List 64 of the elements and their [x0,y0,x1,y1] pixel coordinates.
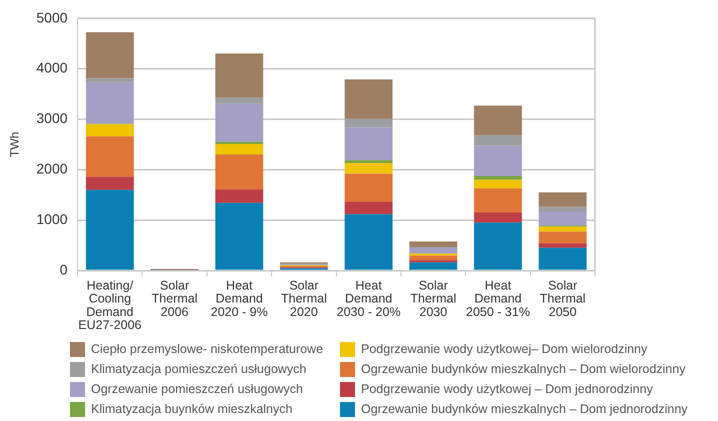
bar [86,124,134,136]
bar [215,154,264,190]
legend-label: Podgrzewanie wody użytkowej – Dom jednorodzinny [361,382,653,396]
legend-label: Klimatyzacja buynków mieszkalnych [91,402,292,416]
y-tick-label: 1000 [36,210,68,227]
bar [86,190,134,270]
bar [409,262,458,270]
bar [86,82,134,124]
bar [409,256,458,260]
legend-label: Podgrzewanie wody użytkowej– Dom wielorodzinny [361,342,648,356]
y-tick-label: 4000 [36,60,68,76]
bar [474,176,522,180]
x-tick-label: Heat Demand 2030 - 20% [336,278,401,319]
bar [344,174,393,202]
legend-label: Ogrzewanie budynków mieszkalnych – Dom wielorodzinny [361,362,686,376]
y-axis-title: TWh [8,132,22,158]
bar [474,222,522,270]
bar [215,202,264,270]
bar [86,78,134,82]
bar [86,32,134,78]
legend-label: Ciepło przemyslowe- niskotemperaturowe [91,342,324,356]
bar [344,214,393,270]
bar [538,192,587,207]
x-tick-label: Solar Thermal 2020 [281,278,327,319]
bar [474,180,522,188]
bar [344,118,393,128]
bar [344,79,393,119]
legend-label: Klimatyzacja pomieszczeń usługowych [91,362,306,376]
bar [538,212,587,226]
bar [538,232,587,244]
bar [474,212,522,223]
bar [474,135,522,146]
bar [344,202,393,214]
bar [538,248,587,270]
bar [538,226,587,232]
y-tick-label: 3000 [36,110,68,126]
bar [215,98,264,104]
bar [344,127,393,160]
x-tick-label: Heat Demand 2020 - 9% [210,278,268,319]
bar [409,242,458,248]
bar [538,206,587,212]
bar [215,53,264,98]
legend-label: Ogrzewanie budynków mieszkalnych – Dom jednorodzinny [361,402,688,416]
y-tick-label: 0 [60,261,68,278]
x-tick-label: Solar Thermal 2030 [410,278,456,319]
bar [474,106,522,136]
bar [215,189,264,203]
bar [474,188,522,213]
bar [215,104,264,142]
y-tick-label: 2000 [36,160,68,177]
x-tick-label: Solar Thermal 2050 [540,278,586,319]
x-tick-label: Heat Demand 2050 - 31% [466,278,530,319]
bar [86,136,134,177]
bar [409,248,458,254]
bar [474,146,522,176]
y-tick-label: 5000 [36,9,68,26]
bar [344,160,393,164]
bar [215,144,264,155]
legend-label: Ogrzewanie pomieszczeń usługowych [91,382,303,396]
x-tick-label: Solar Thermal 2006 [152,278,198,319]
x-tick-label: Heating/ Cooling Demand EU27-2006 [78,278,142,332]
bar [344,163,393,174]
bar [86,176,134,190]
bar [538,243,587,248]
